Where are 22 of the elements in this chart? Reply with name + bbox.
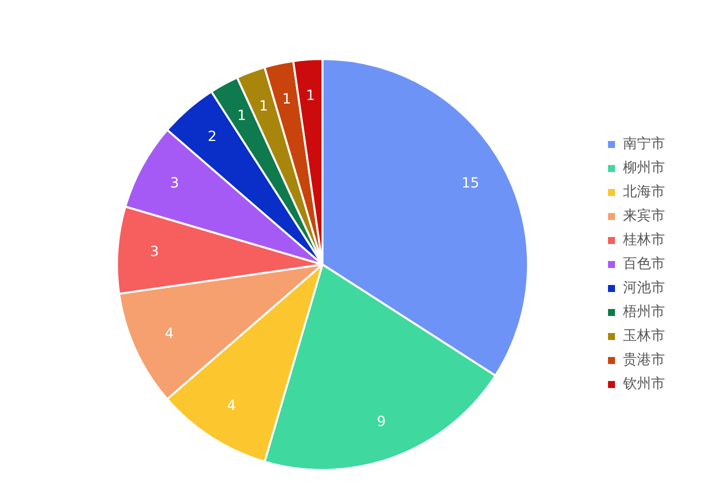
legend-label: 来宾市 bbox=[623, 208, 665, 224]
data-label: 1 bbox=[306, 88, 315, 104]
legend-label: 北海市 bbox=[623, 184, 665, 200]
legend-label: 河池市 bbox=[623, 280, 665, 296]
legend-label: 南宁市 bbox=[623, 136, 665, 152]
legend-label: 钦州市 bbox=[622, 376, 665, 392]
legend-label: 玉林市 bbox=[623, 328, 665, 344]
data-label: 3 bbox=[170, 175, 180, 192]
data-label: 15 bbox=[461, 175, 480, 192]
data-label: 1 bbox=[237, 108, 246, 124]
legend-label: 百色市 bbox=[623, 256, 665, 272]
legend-label: 桂林市 bbox=[622, 232, 665, 248]
legend-label: 贵港市 bbox=[623, 352, 665, 368]
data-label: 1 bbox=[282, 91, 292, 108]
legend-label: 柳州市 bbox=[623, 160, 665, 176]
legend-label: 梧州市 bbox=[622, 304, 665, 320]
data-label: 1 bbox=[259, 98, 268, 114]
data-label: 2 bbox=[208, 128, 217, 145]
data-label: 4 bbox=[226, 398, 236, 414]
data-label: 9 bbox=[376, 414, 386, 430]
data-label: 4 bbox=[164, 326, 174, 342]
data-label: 3 bbox=[150, 244, 159, 260]
